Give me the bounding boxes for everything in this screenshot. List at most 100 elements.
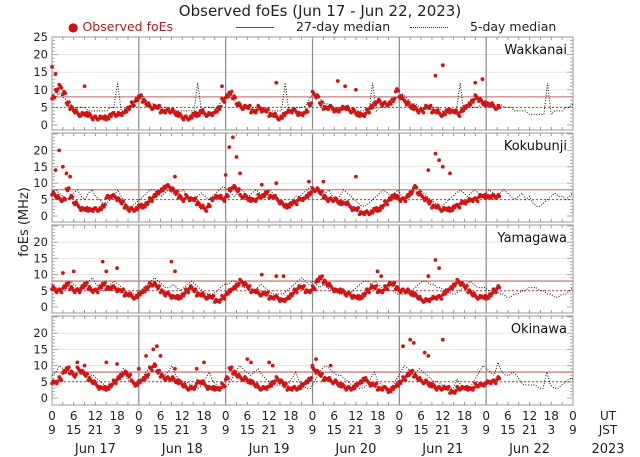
observed-point [211,293,216,298]
observed-point [53,168,58,173]
observed-point [427,106,432,111]
observed-point [121,287,125,292]
observed-point [135,207,140,212]
observed-point [262,194,267,199]
observed-point [287,296,292,300]
observed-point [75,360,80,365]
observed-point [343,84,347,89]
y-tick-label: 20 [33,143,48,157]
x-tick-ut-label: 6 [417,409,425,423]
x-tick-jst-label: 21 [88,423,103,437]
observed-point [389,197,393,202]
observed-point [314,357,318,361]
observed-point [182,291,187,296]
observed-point [295,290,299,295]
x-tick-jst-label: 21 [522,423,537,437]
observed-point [175,189,180,194]
observed-point [246,106,251,111]
observed-point [403,199,408,203]
observed-point [194,366,199,371]
observed-point [374,284,379,288]
x-tick-jst-label: 15 [327,423,342,437]
y-tick-label: 15 [33,160,48,174]
observed-point [163,110,168,115]
observed-point [443,292,448,296]
x-tick-ut-label: 0 [569,409,577,423]
observed-point [319,103,323,107]
observed-point [403,378,408,383]
observed-point [259,182,264,187]
observed-point [226,376,230,381]
y-tick-label: 20 [33,48,48,62]
observed-point [497,285,502,290]
observed-point [227,145,232,150]
observed-point [352,386,357,391]
observed-point [363,111,368,116]
observed-point [74,108,78,112]
observed-point [392,96,397,101]
observed-point [146,372,151,377]
observed-point [345,104,350,109]
observed-point [143,99,147,103]
observed-point [74,372,78,377]
observed-point [237,187,241,191]
x-tick-jst-label: 15 [413,423,428,437]
observed-point [428,199,433,203]
observed-point [106,117,111,121]
x-tick-jst-label: 9 [309,423,317,437]
observed-point [305,110,310,114]
observed-point [217,107,222,111]
x-tick-ut-label: 12 [522,409,537,423]
x-tick-ut-label: 18 [544,409,559,423]
jst-axis-label: JST [598,423,618,437]
observed-point [254,110,258,115]
observed-point [150,199,154,203]
observed-point [497,105,502,110]
observed-point [475,199,480,203]
observed-point [70,195,75,199]
x-tick-ut-label: 0 [482,409,490,423]
observed-point [63,197,68,202]
observed-point [356,206,361,210]
observed-point [352,109,357,113]
observed-point [143,377,147,382]
observed-point [82,363,87,368]
observed-point [454,388,458,393]
x-tick-ut-label: 12 [261,409,276,423]
y-tick-label: 10 [33,176,48,190]
observed-point [193,287,198,292]
observed-point [85,280,89,285]
observed-point [309,190,314,194]
observed-point [454,108,458,112]
legend-27day-label: 27-day median [295,19,391,34]
observed-point [486,296,491,300]
observed-point [280,116,285,120]
observed-point [463,106,468,111]
observed-point [274,181,279,186]
observed-point [440,164,445,169]
observed-point [414,185,419,190]
observed-point [389,102,393,106]
observed-point [266,189,270,194]
observed-point [437,266,441,270]
day-label: Jun 19 [248,442,290,457]
panel-yamagawa: Yamagawa 0 5 10 15 20 [33,224,574,314]
station-label: Kokubunji [504,139,567,154]
observed-point [457,206,462,210]
observed-point [439,297,444,301]
observed-point [389,389,393,394]
observed-point [440,337,445,342]
observed-point [229,365,234,370]
observed-point [490,291,495,296]
observed-point [465,284,469,288]
observed-point [139,93,143,97]
observed-point [226,292,230,296]
observed-point [309,101,314,105]
observed-point [426,274,431,279]
observed-point [305,380,310,385]
observed-point [381,203,386,208]
station-label: Wakkanai [504,43,567,58]
legend-5day-label: 5-day median [469,19,557,34]
observed-point [169,259,174,264]
